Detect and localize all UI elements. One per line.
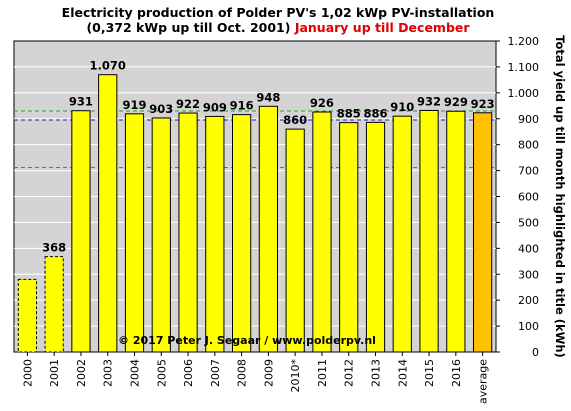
x-tick-label: 2016 [450,359,463,387]
y-tick-label: 300 [518,268,539,281]
x-tick-label: 2009 [262,359,275,387]
data-label: 368 [42,241,66,255]
data-label: 931 [69,95,93,109]
copyright-notice: © 2017 Peter J. Segaar / www.polderpv.nl [118,334,376,347]
y-tick-label: 1.000 [508,87,540,100]
x-tick-label: 2011 [316,359,329,387]
bar-2011 [312,111,332,353]
bar-2004 [124,113,145,353]
y-tick-label: 1.100 [508,61,540,74]
bar-2007 [205,115,225,353]
reference-lines [14,110,496,168]
bar-2002 [71,110,91,353]
data-label: 860 [283,113,307,127]
data-label: 929 [444,95,468,109]
y-tick-label: 400 [518,242,539,255]
y-tick-label: 200 [518,294,539,307]
y-tick-label: 500 [518,216,539,229]
data-label: 1.070 [90,59,126,73]
subtitle-red: January up till December [294,20,471,35]
data-label: 919 [122,98,146,112]
bar-2003 [98,74,118,353]
data-label: 909 [203,100,227,114]
bar-2005 [151,117,171,353]
x-tick-label: 2005 [155,359,168,387]
data-label: 932 [417,94,441,108]
x-tick-label: 2008 [236,359,249,387]
x-tick-label: 2014 [396,359,409,387]
bar-2009 [258,105,278,353]
bar-2006 [178,112,198,353]
bar-2016 [446,110,466,353]
bar-2000 [17,278,37,353]
x-tick-label: 2013 [370,359,383,387]
data-label: 948 [256,90,280,104]
y-tick-label: 700 [518,165,539,178]
chart-subtitle: (0,372 kWp up till Oct. 2001) January up… [86,20,470,35]
bar-2014 [392,115,412,353]
bar-2001 [44,256,64,353]
data-label: 923 [471,97,495,111]
data-label: 886 [363,106,387,120]
chart-title: Electricity production of Polder PV's 1,… [62,5,495,20]
gridlines [14,66,496,327]
bar-2015 [419,109,439,353]
bars [17,74,493,353]
x-tick-label: average [477,359,490,404]
data-label: 903 [149,102,173,116]
x-tick-label: 2012 [343,359,356,387]
y-tick-label: 800 [518,139,539,152]
y-tick-label: 0 [532,346,539,359]
data-label: 885 [337,107,361,121]
data-label: 916 [230,99,254,113]
data-label: 910 [390,100,414,114]
x-tick-label: 2015 [423,359,436,387]
bar-2008 [232,114,252,353]
bar-2010 [285,128,305,353]
x-tick-label: 2000 [21,359,34,387]
data-label: 926 [310,96,334,110]
y-tick-label: 600 [518,191,539,204]
data-label: 922 [176,97,200,111]
x-tick-label: 2002 [75,359,88,387]
y-tick-label: 1.200 [508,35,540,48]
x-tick-label: 2004 [129,359,142,387]
x-axis-ticks: 2000 2001 2002 2003 2004 2005 2006 2007 2008 2009… [21,352,490,404]
x-tick-label: 2006 [182,359,195,387]
x-tick-label: 2001 [48,359,61,387]
y-tick-label: 900 [518,113,539,126]
y-axis-ticks: 0 100 200 300 400 500 600 700 800 900 1.000 1.100 1.… [496,35,539,359]
subtitle-black: (0,372 kWp up till Oct. 2001) [86,20,290,35]
bar-average [473,112,493,353]
x-tick-label: 2007 [209,359,222,387]
y-axis-label: Total yield up till month highlighted in… [553,35,567,358]
bar-2012 [339,122,359,353]
x-tick-label: 2003 [102,359,115,387]
bar-2013 [365,121,386,353]
y-tick-label: 100 [518,320,539,333]
x-tick-label: 2010* [289,359,302,393]
